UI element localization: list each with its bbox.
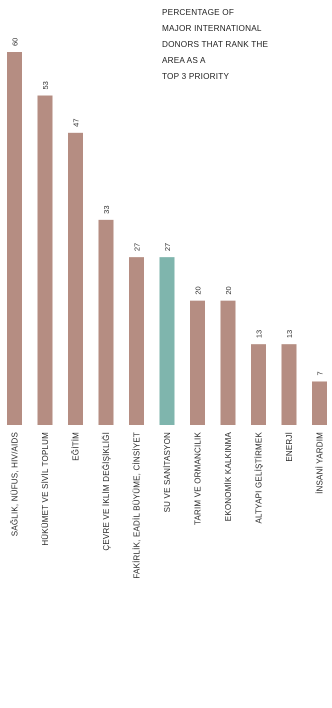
category-label-4: ÇEVRE VE İKLİM DEĞİŞİKLİĞİ	[102, 432, 111, 551]
bar-4	[98, 219, 114, 425]
value-label-11: 7	[316, 371, 325, 375]
legend-line-5: TOP 3 PRIORITY	[162, 72, 229, 81]
category-label-10: ENERJİ	[285, 432, 294, 462]
category-label-7: TARIM VE ORMANCILIK	[194, 432, 203, 525]
legend-line-4: AREA AS A	[162, 56, 206, 65]
value-label-7: 20	[194, 286, 203, 294]
bar-10	[281, 344, 297, 425]
legend-line-2: MAJOR INTERNATIONAL	[162, 24, 262, 33]
bar-series	[7, 52, 327, 426]
chart-legend: PERCENTAGE OF MAJOR INTERNATIONAL DONORS…	[162, 8, 269, 81]
legend-line-3: DONORS THAT RANK THE	[162, 40, 269, 49]
category-label-11: İNSANİ YARDIM	[316, 432, 325, 494]
bar-8	[220, 300, 236, 425]
legend-line-1: PERCENTAGE OF	[162, 8, 234, 17]
value-label-5: 27	[133, 243, 142, 251]
value-label-4: 33	[102, 206, 111, 214]
value-label-9: 13	[255, 330, 264, 338]
category-label-3: EĞİTİM	[72, 432, 81, 461]
bar-9	[251, 344, 266, 425]
bar-5	[129, 257, 144, 425]
value-label-3: 47	[72, 118, 81, 126]
value-label-1: 60	[11, 38, 20, 46]
category-labels: SAĞLIK, NÜFUS, HIV/AIDS HÜKÜMET VE SİVİL …	[11, 432, 325, 579]
value-label-10: 13	[285, 330, 294, 338]
bar-3	[68, 132, 83, 426]
value-label-6: 27	[163, 243, 172, 251]
bar-11	[312, 381, 327, 425]
value-label-8: 20	[224, 286, 233, 294]
bar-1	[7, 52, 22, 425]
category-label-2: HÜKÜMET VE SİVİL TOPLUM	[41, 432, 50, 546]
value-labels: 60 53 47 33 27 27 20 20 13 13 7	[11, 38, 325, 376]
category-label-1: SAĞLIK, NÜFUS, HIV/AIDS	[11, 432, 20, 536]
category-label-9: ALTYAPI GELİŞTİRMEK	[255, 432, 264, 524]
value-label-2: 53	[41, 81, 50, 89]
category-label-8: EKONOMİK KALKINMA	[224, 432, 233, 522]
bar-7	[190, 300, 205, 425]
bar-2	[37, 95, 53, 426]
bar-6	[159, 257, 175, 425]
category-label-5: FAKİRLİK, EADİL BÜYÜME, CİNSİYET	[133, 432, 142, 579]
category-label-6: SU VE SANİTASYON	[163, 432, 172, 512]
